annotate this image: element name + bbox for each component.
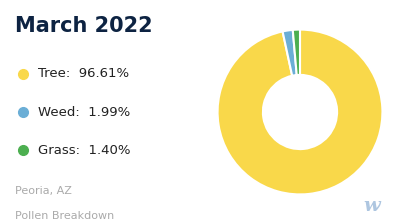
Wedge shape <box>282 30 297 76</box>
Wedge shape <box>293 30 300 75</box>
Text: w: w <box>363 197 380 215</box>
Text: Grass:  1.40%: Grass: 1.40% <box>38 144 130 157</box>
Text: Pollen Breakdown: Pollen Breakdown <box>15 211 114 221</box>
Text: March 2022: March 2022 <box>15 16 153 36</box>
Text: Peoria, AZ: Peoria, AZ <box>15 186 72 196</box>
Text: Tree:  96.61%: Tree: 96.61% <box>38 67 129 80</box>
Text: Weed:  1.99%: Weed: 1.99% <box>38 106 130 118</box>
Wedge shape <box>218 30 382 194</box>
